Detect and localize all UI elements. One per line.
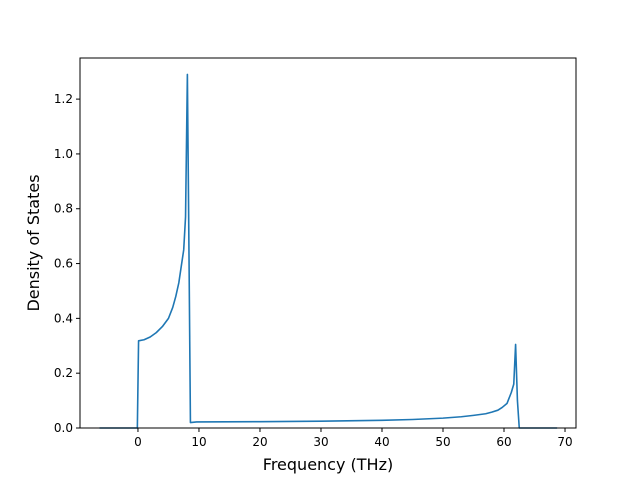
x-tick-label: 10 bbox=[191, 435, 206, 449]
plot-frame bbox=[79, 57, 577, 429]
x-tick-label: 30 bbox=[313, 435, 328, 449]
series-line-0 bbox=[99, 73, 558, 429]
x-tick-label: 70 bbox=[557, 435, 572, 449]
x-axis-label: Frequency (THz) bbox=[263, 455, 393, 474]
y-tick-label: 1.2 bbox=[54, 92, 73, 106]
plot-background bbox=[80, 58, 576, 428]
x-axis-ticks: 0 10 20 30 40 50 60 70 bbox=[134, 428, 573, 449]
x-tick-label: 0 bbox=[134, 435, 142, 449]
x-tick-label: 40 bbox=[374, 435, 389, 449]
y-axis-label: Density of States bbox=[24, 174, 43, 311]
x-tick-label: 20 bbox=[252, 435, 267, 449]
y-tick-label: 0.0 bbox=[54, 421, 73, 435]
series-layer bbox=[99, 73, 558, 429]
y-tick-label: 0.4 bbox=[54, 311, 73, 325]
x-tick-label: 50 bbox=[435, 435, 450, 449]
y-tick-label: 1.0 bbox=[54, 147, 73, 161]
x-tick-label: 60 bbox=[496, 435, 511, 449]
y-tick-label: 0.8 bbox=[54, 202, 73, 216]
y-tick-label: 0.6 bbox=[54, 257, 73, 271]
y-tick-label: 0.2 bbox=[54, 366, 73, 380]
y-axis-ticks: 0.0 0.2 0.4 0.6 0.8 1.0 1.2 bbox=[54, 92, 80, 435]
